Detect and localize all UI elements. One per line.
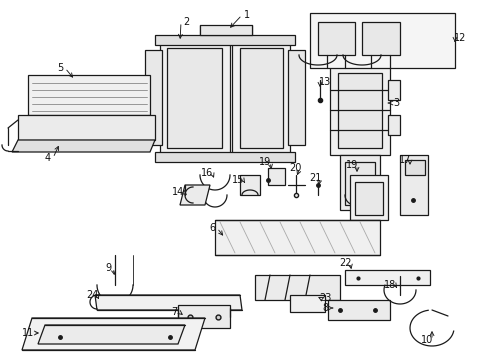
Text: 13: 13 [318,77,330,87]
Text: 3: 3 [392,98,398,108]
Polygon shape [361,22,399,55]
Polygon shape [155,152,294,162]
Text: 1: 1 [244,10,249,20]
Polygon shape [387,80,399,100]
Polygon shape [178,305,229,328]
Text: 10: 10 [420,335,432,345]
Text: 24: 24 [85,290,98,300]
Polygon shape [155,35,294,45]
Polygon shape [95,295,242,310]
Text: 17: 17 [398,155,410,165]
Text: 8: 8 [321,303,327,313]
Polygon shape [349,175,387,220]
Text: 7: 7 [170,307,177,317]
Polygon shape [287,50,305,145]
Text: 4: 4 [45,153,51,163]
Polygon shape [167,48,222,148]
Polygon shape [345,162,374,205]
Polygon shape [329,65,389,155]
Text: 22: 22 [338,258,350,268]
Polygon shape [240,175,260,195]
Text: 16: 16 [201,168,213,178]
Polygon shape [345,270,429,285]
Polygon shape [18,115,155,140]
Bar [309,13,454,68]
Polygon shape [28,75,150,115]
Polygon shape [231,40,289,155]
Polygon shape [180,185,209,205]
Polygon shape [145,50,162,145]
Polygon shape [339,155,379,210]
Text: 6: 6 [208,223,215,233]
Text: 11: 11 [22,328,34,338]
Text: 5: 5 [57,63,63,73]
Polygon shape [240,48,283,148]
Text: 9: 9 [105,263,111,273]
Polygon shape [38,325,184,344]
Polygon shape [317,22,354,55]
Text: 2: 2 [183,17,189,27]
Text: 18: 18 [383,280,395,290]
Polygon shape [399,155,427,215]
Text: 19: 19 [258,157,270,167]
Polygon shape [387,115,399,135]
Text: 21: 21 [308,173,321,183]
Polygon shape [254,275,339,300]
Polygon shape [289,295,325,312]
Text: 14: 14 [171,187,184,197]
Polygon shape [12,140,155,152]
Polygon shape [337,73,381,148]
Polygon shape [267,168,285,185]
Polygon shape [200,25,251,35]
Text: 19: 19 [345,160,357,170]
Polygon shape [327,300,389,320]
Polygon shape [215,220,379,255]
Text: 20: 20 [288,163,301,173]
Text: 12: 12 [453,33,465,43]
Text: 15: 15 [231,175,244,185]
Polygon shape [354,182,382,215]
Text: 23: 23 [318,293,330,303]
Polygon shape [160,40,229,155]
Polygon shape [404,160,424,175]
Polygon shape [22,318,204,350]
